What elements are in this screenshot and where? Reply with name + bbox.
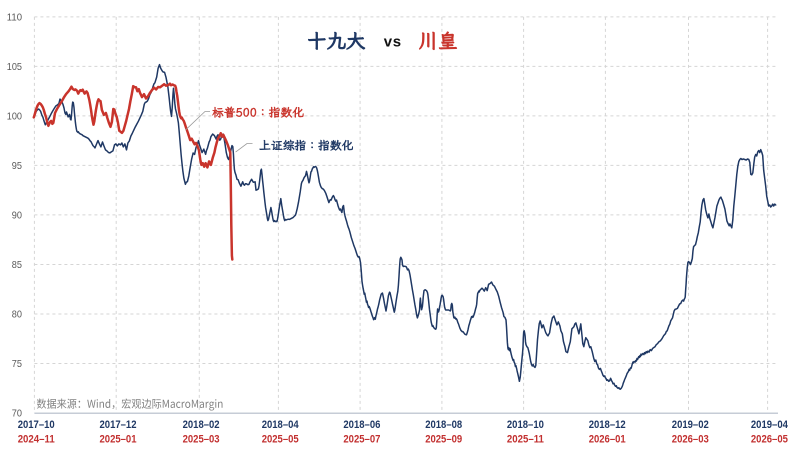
- svg-text:80: 80: [12, 310, 22, 321]
- svg-text:90: 90: [12, 211, 22, 222]
- svg-text:105: 105: [7, 62, 22, 73]
- svg-text:vs: vs: [384, 34, 402, 51]
- svg-text:95: 95: [12, 161, 22, 172]
- svg-text:2025–11: 2025–11: [507, 434, 544, 446]
- svg-text:100: 100: [7, 112, 22, 123]
- svg-text:2026–05: 2026–05: [751, 434, 788, 446]
- svg-text:2018–04: 2018–04: [262, 419, 299, 431]
- svg-text:2026–01: 2026–01: [589, 434, 626, 446]
- svg-text:2017–12: 2017–12: [100, 419, 137, 431]
- svg-text:2025–09: 2025–09: [425, 434, 462, 446]
- svg-text:110: 110: [7, 13, 22, 24]
- svg-text:2026–03: 2026–03: [672, 434, 709, 446]
- svg-text:2018–12: 2018–12: [589, 419, 626, 431]
- svg-text:2018–10: 2018–10: [507, 419, 544, 431]
- svg-text:2019–04: 2019–04: [751, 419, 788, 431]
- svg-text:2018–02: 2018–02: [183, 419, 220, 431]
- svg-text:70: 70: [12, 409, 22, 420]
- svg-text:2024–11: 2024–11: [18, 434, 55, 446]
- svg-text:85: 85: [12, 260, 22, 271]
- svg-text:2025–07: 2025–07: [343, 434, 380, 446]
- svg-text:2018–06: 2018–06: [343, 419, 380, 431]
- svg-text:2025–03: 2025–03: [183, 434, 220, 446]
- svg-text:2025–05: 2025–05: [262, 434, 299, 446]
- svg-text:2018–08: 2018–08: [425, 419, 462, 431]
- svg-text:2017–10: 2017–10: [18, 419, 55, 431]
- svg-text:75: 75: [12, 359, 22, 370]
- svg-text:2025–01: 2025–01: [100, 434, 137, 446]
- svg-text:2019–02: 2019–02: [672, 419, 709, 431]
